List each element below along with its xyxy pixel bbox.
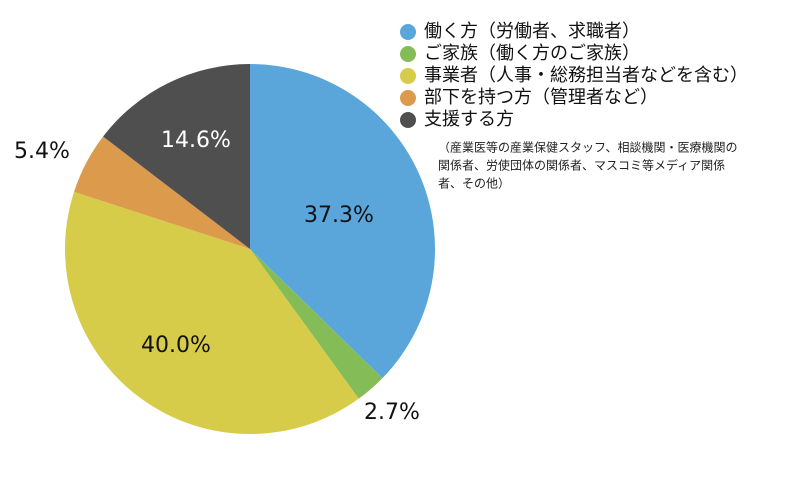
legend-label-1: 働く方（労働者、求職者）: [424, 21, 640, 42]
legend-note-line-1: （産業医等の産業保健スタッフ、相談機関・医療機関の: [438, 140, 738, 155]
legend-marker-4: [400, 90, 416, 106]
legend-note-line-3: 者、その他）: [438, 177, 510, 191]
pie-data-labels: 37.3% 2.7% 40.0% 5.4% 14.6%: [14, 128, 420, 425]
legend-label-3: 事業者（人事・総務担当者などを含む）: [424, 65, 748, 86]
legend-marker-5: [400, 112, 416, 128]
pie-slice-4: [74, 136, 250, 249]
pie-slice-1: [250, 64, 436, 379]
legend-marker-1: [400, 24, 416, 40]
legend-label-2: ご家族（働く方のご家族）: [424, 43, 640, 64]
data-label-4: 5.4%: [14, 139, 70, 164]
legend-note: （産業医等の産業保健スタッフ、相談機関・医療機関の関係者、労使団体の関係者、マス…: [438, 140, 738, 191]
pie-slice-5: [103, 64, 250, 249]
pie-slices: [64, 64, 436, 435]
legend-marker-2: [400, 46, 416, 62]
pie-slice-3: [64, 191, 359, 435]
legend: 働く方（労働者、求職者）ご家族（働く方のご家族）事業者（人事・総務担当者などを含…: [400, 21, 748, 130]
legend-note-line-2: 関係者、労使団体の関係者、マスコミ等メディア関係: [438, 158, 725, 173]
pie-slice-2: [250, 249, 383, 399]
data-label-3: 40.0%: [141, 333, 211, 358]
data-label-5: 14.6%: [161, 128, 231, 153]
legend-marker-3: [400, 68, 416, 84]
data-label-2: 2.7%: [364, 400, 420, 425]
legend-label-5: 支援する方: [424, 109, 514, 130]
data-label-1: 37.3%: [304, 203, 374, 228]
legend-label-4: 部下を持つ方（管理者など）: [424, 87, 658, 108]
